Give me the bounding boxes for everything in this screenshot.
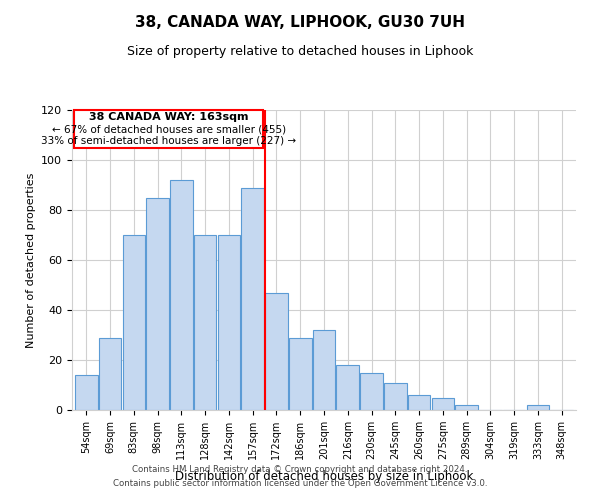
Bar [122, 235, 145, 410]
Bar [384, 382, 407, 410]
Text: 38 CANADA WAY: 163sqm: 38 CANADA WAY: 163sqm [89, 112, 248, 122]
X-axis label: Distribution of detached houses by size in Liphook: Distribution of detached houses by size … [175, 470, 473, 484]
FancyBboxPatch shape [74, 110, 263, 148]
Bar [313, 330, 335, 410]
Bar [99, 338, 121, 410]
Y-axis label: Number of detached properties: Number of detached properties [26, 172, 35, 348]
Bar [146, 198, 169, 410]
Bar [289, 338, 311, 410]
Bar [455, 405, 478, 410]
Bar [408, 395, 430, 410]
Text: Size of property relative to detached houses in Liphook: Size of property relative to detached ho… [127, 45, 473, 58]
Bar [527, 405, 549, 410]
Text: 33% of semi-detached houses are larger (227) →: 33% of semi-detached houses are larger (… [41, 136, 296, 146]
Bar [241, 188, 264, 410]
Text: 38, CANADA WAY, LIPHOOK, GU30 7UH: 38, CANADA WAY, LIPHOOK, GU30 7UH [135, 15, 465, 30]
Bar [75, 375, 98, 410]
Bar [218, 235, 240, 410]
Bar [170, 180, 193, 410]
Bar [265, 292, 288, 410]
Text: Contains HM Land Registry data © Crown copyright and database right 2024.
Contai: Contains HM Land Registry data © Crown c… [113, 466, 487, 487]
Bar [431, 398, 454, 410]
Bar [360, 372, 383, 410]
Bar [337, 365, 359, 410]
Text: ← 67% of detached houses are smaller (455): ← 67% of detached houses are smaller (45… [52, 125, 286, 135]
Bar [194, 235, 217, 410]
